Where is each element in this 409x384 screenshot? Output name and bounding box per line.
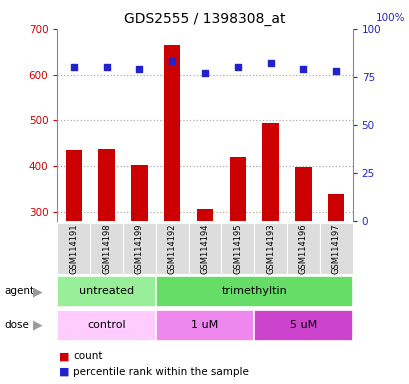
Point [70,64,77,70]
Bar [262,123,278,221]
Text: ■: ■ [59,367,70,377]
Text: ■: ■ [59,351,70,361]
Point [234,64,240,70]
Text: ▶: ▶ [33,319,43,332]
Text: GDS2555 / 1398308_at: GDS2555 / 1398308_at [124,12,285,25]
Text: agent: agent [4,286,34,296]
FancyBboxPatch shape [57,276,155,307]
Text: 100%: 100% [375,13,405,23]
Bar [294,167,311,221]
FancyBboxPatch shape [254,223,286,274]
Text: GSM114196: GSM114196 [298,223,307,274]
Text: 5 uM: 5 uM [289,320,316,330]
Text: dose: dose [4,320,29,330]
Text: GSM114194: GSM114194 [200,223,209,274]
Point [136,66,142,72]
Text: ▶: ▶ [33,285,43,298]
Text: GSM114195: GSM114195 [233,223,242,274]
Text: 1 uM: 1 uM [191,320,218,330]
FancyBboxPatch shape [286,223,319,274]
FancyBboxPatch shape [188,223,221,274]
Text: untreated: untreated [79,286,134,296]
FancyBboxPatch shape [57,310,155,341]
Bar [196,209,213,221]
Text: trimethyltin: trimethyltin [221,286,286,296]
FancyBboxPatch shape [254,310,352,341]
FancyBboxPatch shape [319,223,352,274]
Bar [327,194,344,221]
FancyBboxPatch shape [90,223,123,274]
Text: GSM114191: GSM114191 [69,223,78,274]
Text: control: control [87,320,126,330]
FancyBboxPatch shape [221,223,254,274]
FancyBboxPatch shape [155,223,188,274]
Point [267,60,273,66]
Point [169,58,175,65]
Bar [131,165,147,221]
FancyBboxPatch shape [155,276,352,307]
FancyBboxPatch shape [155,310,254,341]
Text: percentile rank within the sample: percentile rank within the sample [73,367,248,377]
Text: GSM114198: GSM114198 [102,223,111,274]
Text: GSM114193: GSM114193 [265,223,274,274]
Point [103,64,110,70]
FancyBboxPatch shape [123,223,155,274]
Bar [229,157,245,221]
Point [299,66,306,72]
Text: count: count [73,351,102,361]
Point [201,70,208,76]
Point [332,68,339,74]
Bar [164,45,180,221]
Text: GSM114199: GSM114199 [135,223,144,274]
Text: GSM114192: GSM114192 [167,223,176,274]
Bar [98,149,115,221]
FancyBboxPatch shape [57,223,90,274]
Bar [65,150,82,221]
Text: GSM114197: GSM114197 [331,223,340,274]
